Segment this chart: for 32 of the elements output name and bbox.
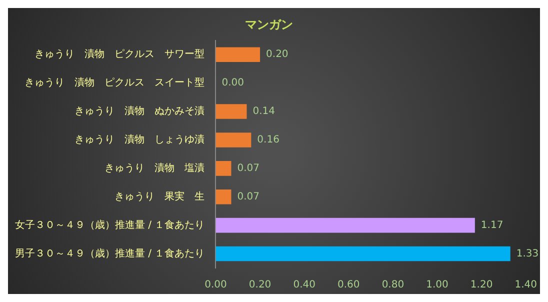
- x-tick-label: 0.80: [382, 280, 404, 291]
- y-tick-label: きゅうり 果実 生: [114, 190, 205, 202]
- x-tick-label: 1.40: [514, 280, 537, 291]
- y-tick-label: きゅうり 漬物 ピクルス サワー型: [34, 48, 205, 60]
- data-label: 0.00: [222, 78, 244, 89]
- bar: [216, 104, 247, 119]
- x-tick-label: 0.60: [338, 280, 360, 291]
- x-tick-label: 1.20: [470, 280, 493, 291]
- bar: [216, 218, 475, 233]
- y-tick-label: きゅうり 漬物 ピクルス スイート型: [24, 76, 205, 89]
- y-tick-label: きゅうり 漬物 しょうゆ漬: [74, 134, 205, 146]
- data-label: 0.07: [237, 163, 260, 174]
- data-label: 0.16: [257, 134, 280, 146]
- y-tick-label: きゅうり 漬物 ぬかみそ漬: [74, 105, 205, 118]
- chart-title: マンガン: [245, 17, 293, 32]
- y-tick-label: 男子３０～４９（歳）推進量 / １食あたり: [14, 247, 205, 260]
- x-tick-label: 0.00: [204, 280, 227, 291]
- y-tick-label: 女子３０～４９（歳）推進量 / １食あたり: [14, 218, 205, 231]
- y-tick-label: きゅうり 漬物 塩漬: [104, 162, 205, 174]
- data-label: 1.17: [480, 220, 504, 231]
- x-tick-label: 1.00: [426, 280, 448, 291]
- data-label: 0.14: [252, 106, 276, 118]
- bar: [216, 246, 510, 262]
- data-label: 0.07: [237, 191, 260, 202]
- x-tick-label: 0.20: [248, 280, 272, 291]
- bar: [216, 161, 232, 176]
- data-label: 0.20: [266, 49, 288, 60]
- bar: [216, 47, 260, 62]
- data-label: 1.33: [516, 248, 539, 260]
- bar: [216, 189, 232, 204]
- bar: [216, 132, 252, 148]
- x-tick-label: 0.40: [293, 280, 316, 291]
